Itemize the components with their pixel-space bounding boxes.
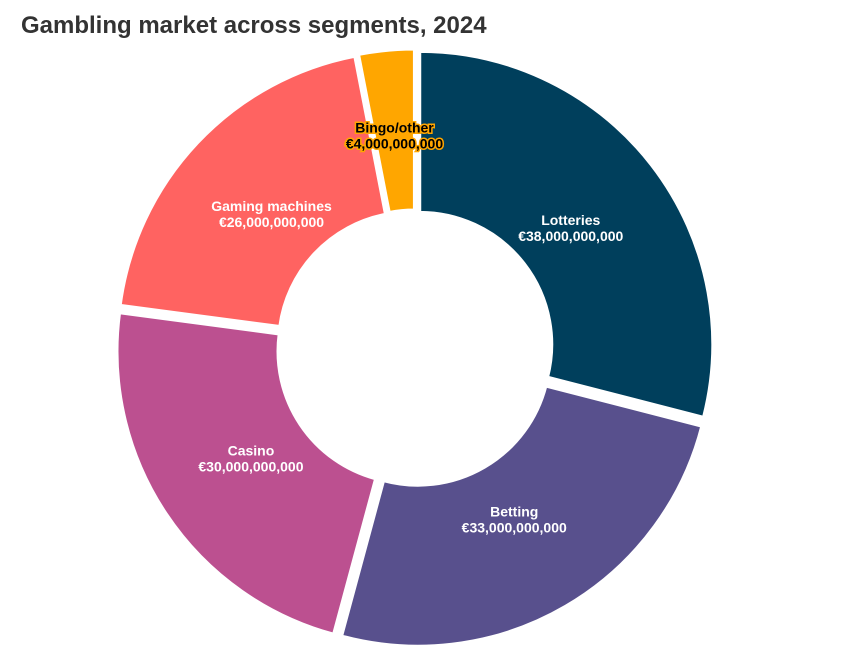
slice-label-value: €30,000,000,000 bbox=[198, 458, 303, 474]
slice-lotteries[interactable] bbox=[418, 49, 715, 419]
slice-label-category: Casino bbox=[228, 442, 275, 458]
slice-label-value: €33,000,000,000 bbox=[462, 519, 567, 535]
slice-label-value: €38,000,000,000 bbox=[518, 228, 623, 244]
slice-label-value: €4,000,000,000 bbox=[346, 136, 444, 152]
chart-title: Gambling market across segments, 2024 bbox=[21, 12, 487, 39]
slice-label-category: Lotteries bbox=[541, 212, 600, 228]
slice-gaming-machines[interactable] bbox=[118, 54, 387, 329]
slice-label-category: Gaming machines bbox=[211, 198, 332, 214]
slice-casino[interactable] bbox=[115, 311, 378, 636]
slice-bingo-other[interactable] bbox=[357, 47, 416, 214]
slice-label-category: Bingo/other bbox=[355, 120, 434, 136]
slices-group bbox=[115, 47, 715, 648]
slice-betting[interactable] bbox=[340, 384, 704, 648]
slice-label-category: Betting bbox=[490, 503, 538, 519]
slice-label-value: €26,000,000,000 bbox=[219, 214, 324, 230]
labels-group: Lotteries€38,000,000,000 Betting€33,000,0… bbox=[198, 118, 623, 535]
